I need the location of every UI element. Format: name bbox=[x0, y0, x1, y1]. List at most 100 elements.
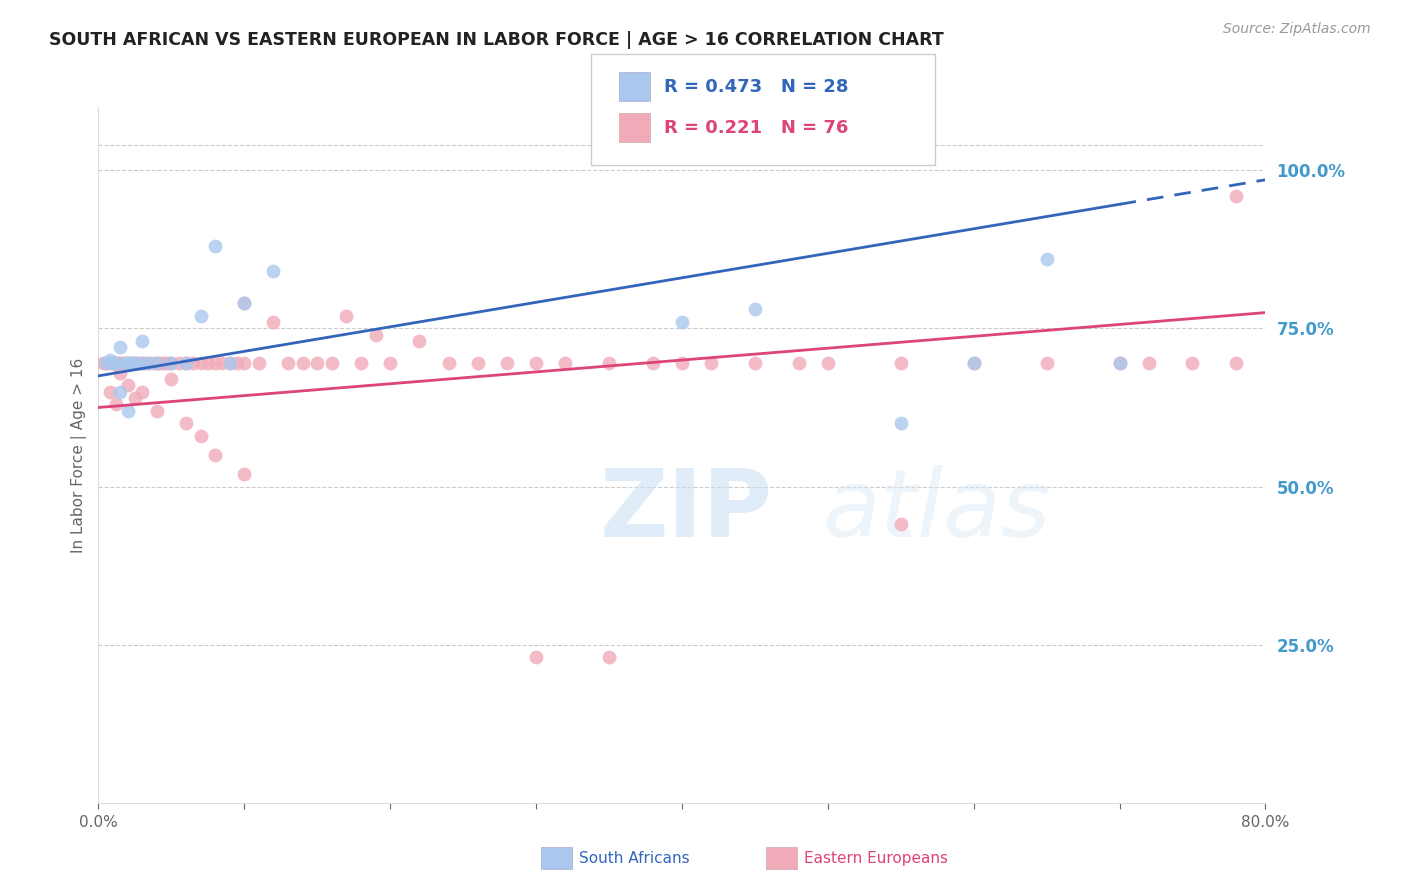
Point bbox=[120, 356, 142, 370]
Point bbox=[157, 356, 180, 370]
Point bbox=[890, 356, 912, 370]
Point bbox=[364, 327, 387, 342]
Point bbox=[114, 356, 136, 370]
Point bbox=[554, 356, 576, 370]
Point bbox=[197, 356, 219, 370]
Point bbox=[233, 296, 256, 310]
Point bbox=[233, 296, 256, 310]
Point bbox=[962, 356, 984, 370]
Point bbox=[117, 356, 139, 370]
Point bbox=[211, 356, 233, 370]
Point bbox=[117, 403, 139, 417]
Point bbox=[146, 356, 169, 370]
Point bbox=[190, 309, 212, 323]
Point bbox=[262, 315, 284, 329]
Point bbox=[744, 302, 766, 317]
Point bbox=[233, 356, 256, 370]
Point bbox=[218, 356, 240, 370]
Point bbox=[787, 356, 810, 370]
Point bbox=[105, 356, 128, 370]
Text: R = 0.221   N = 76: R = 0.221 N = 76 bbox=[664, 119, 848, 136]
Point bbox=[226, 356, 249, 370]
Point bbox=[98, 353, 121, 368]
Point bbox=[138, 356, 160, 370]
Point bbox=[131, 356, 153, 370]
Point bbox=[671, 356, 693, 370]
Point bbox=[124, 356, 146, 370]
Point bbox=[495, 356, 517, 370]
Point bbox=[100, 356, 122, 370]
Y-axis label: In Labor Force | Age > 16: In Labor Force | Age > 16 bbox=[72, 358, 87, 552]
Point bbox=[160, 356, 183, 370]
Text: Eastern Europeans: Eastern Europeans bbox=[804, 851, 948, 865]
Point bbox=[124, 391, 146, 405]
Point bbox=[146, 356, 169, 370]
Point bbox=[350, 356, 373, 370]
Point bbox=[104, 356, 127, 370]
Point bbox=[307, 356, 329, 370]
Point bbox=[671, 315, 693, 329]
Point bbox=[110, 340, 132, 354]
Point bbox=[134, 356, 156, 370]
Point bbox=[378, 356, 402, 370]
Point bbox=[204, 356, 226, 370]
Point bbox=[97, 356, 120, 370]
Point bbox=[174, 417, 197, 431]
Point bbox=[524, 650, 547, 665]
Point bbox=[641, 356, 664, 370]
Point bbox=[160, 356, 183, 370]
Point bbox=[890, 517, 912, 532]
Point bbox=[524, 356, 547, 370]
Text: atlas: atlas bbox=[823, 465, 1050, 556]
Point bbox=[98, 384, 121, 399]
Point bbox=[335, 309, 357, 323]
Point bbox=[1225, 356, 1247, 370]
Point bbox=[1181, 356, 1204, 370]
Point bbox=[1108, 356, 1130, 370]
Text: R = 0.473   N = 28: R = 0.473 N = 28 bbox=[664, 78, 848, 95]
Point bbox=[167, 356, 190, 370]
Point bbox=[124, 356, 146, 370]
Point bbox=[1137, 356, 1160, 370]
Point bbox=[262, 264, 284, 278]
Point bbox=[233, 467, 256, 481]
Point bbox=[117, 356, 139, 370]
Point bbox=[131, 334, 153, 348]
Point bbox=[94, 356, 117, 370]
Point bbox=[160, 372, 183, 386]
Point bbox=[277, 356, 299, 370]
Point bbox=[117, 378, 139, 392]
Point bbox=[700, 356, 723, 370]
Point bbox=[962, 356, 984, 370]
Point bbox=[181, 356, 204, 370]
Point bbox=[817, 356, 839, 370]
Point bbox=[1035, 356, 1057, 370]
Point bbox=[131, 384, 153, 399]
Point bbox=[110, 366, 132, 380]
Text: SOUTH AFRICAN VS EASTERN EUROPEAN IN LABOR FORCE | AGE > 16 CORRELATION CHART: SOUTH AFRICAN VS EASTERN EUROPEAN IN LAB… bbox=[49, 31, 943, 49]
Point bbox=[1108, 356, 1130, 370]
Text: Source: ZipAtlas.com: Source: ZipAtlas.com bbox=[1223, 22, 1371, 37]
Point bbox=[142, 356, 165, 370]
Point bbox=[174, 356, 197, 370]
Point bbox=[104, 356, 127, 370]
Point bbox=[1225, 188, 1247, 202]
Point bbox=[120, 356, 142, 370]
Point bbox=[101, 356, 124, 370]
Point bbox=[131, 356, 153, 370]
Point bbox=[190, 356, 212, 370]
Point bbox=[127, 356, 149, 370]
Text: ZIP: ZIP bbox=[600, 465, 773, 557]
Text: South Africans: South Africans bbox=[579, 851, 690, 865]
Point bbox=[91, 356, 114, 370]
Point bbox=[408, 334, 430, 348]
Point bbox=[218, 356, 240, 370]
Point bbox=[204, 448, 226, 462]
Point bbox=[101, 356, 124, 370]
Point bbox=[744, 356, 766, 370]
Point bbox=[1035, 252, 1057, 266]
Point bbox=[104, 397, 127, 411]
Point bbox=[174, 356, 197, 370]
Point bbox=[94, 356, 117, 370]
Point bbox=[437, 356, 460, 370]
